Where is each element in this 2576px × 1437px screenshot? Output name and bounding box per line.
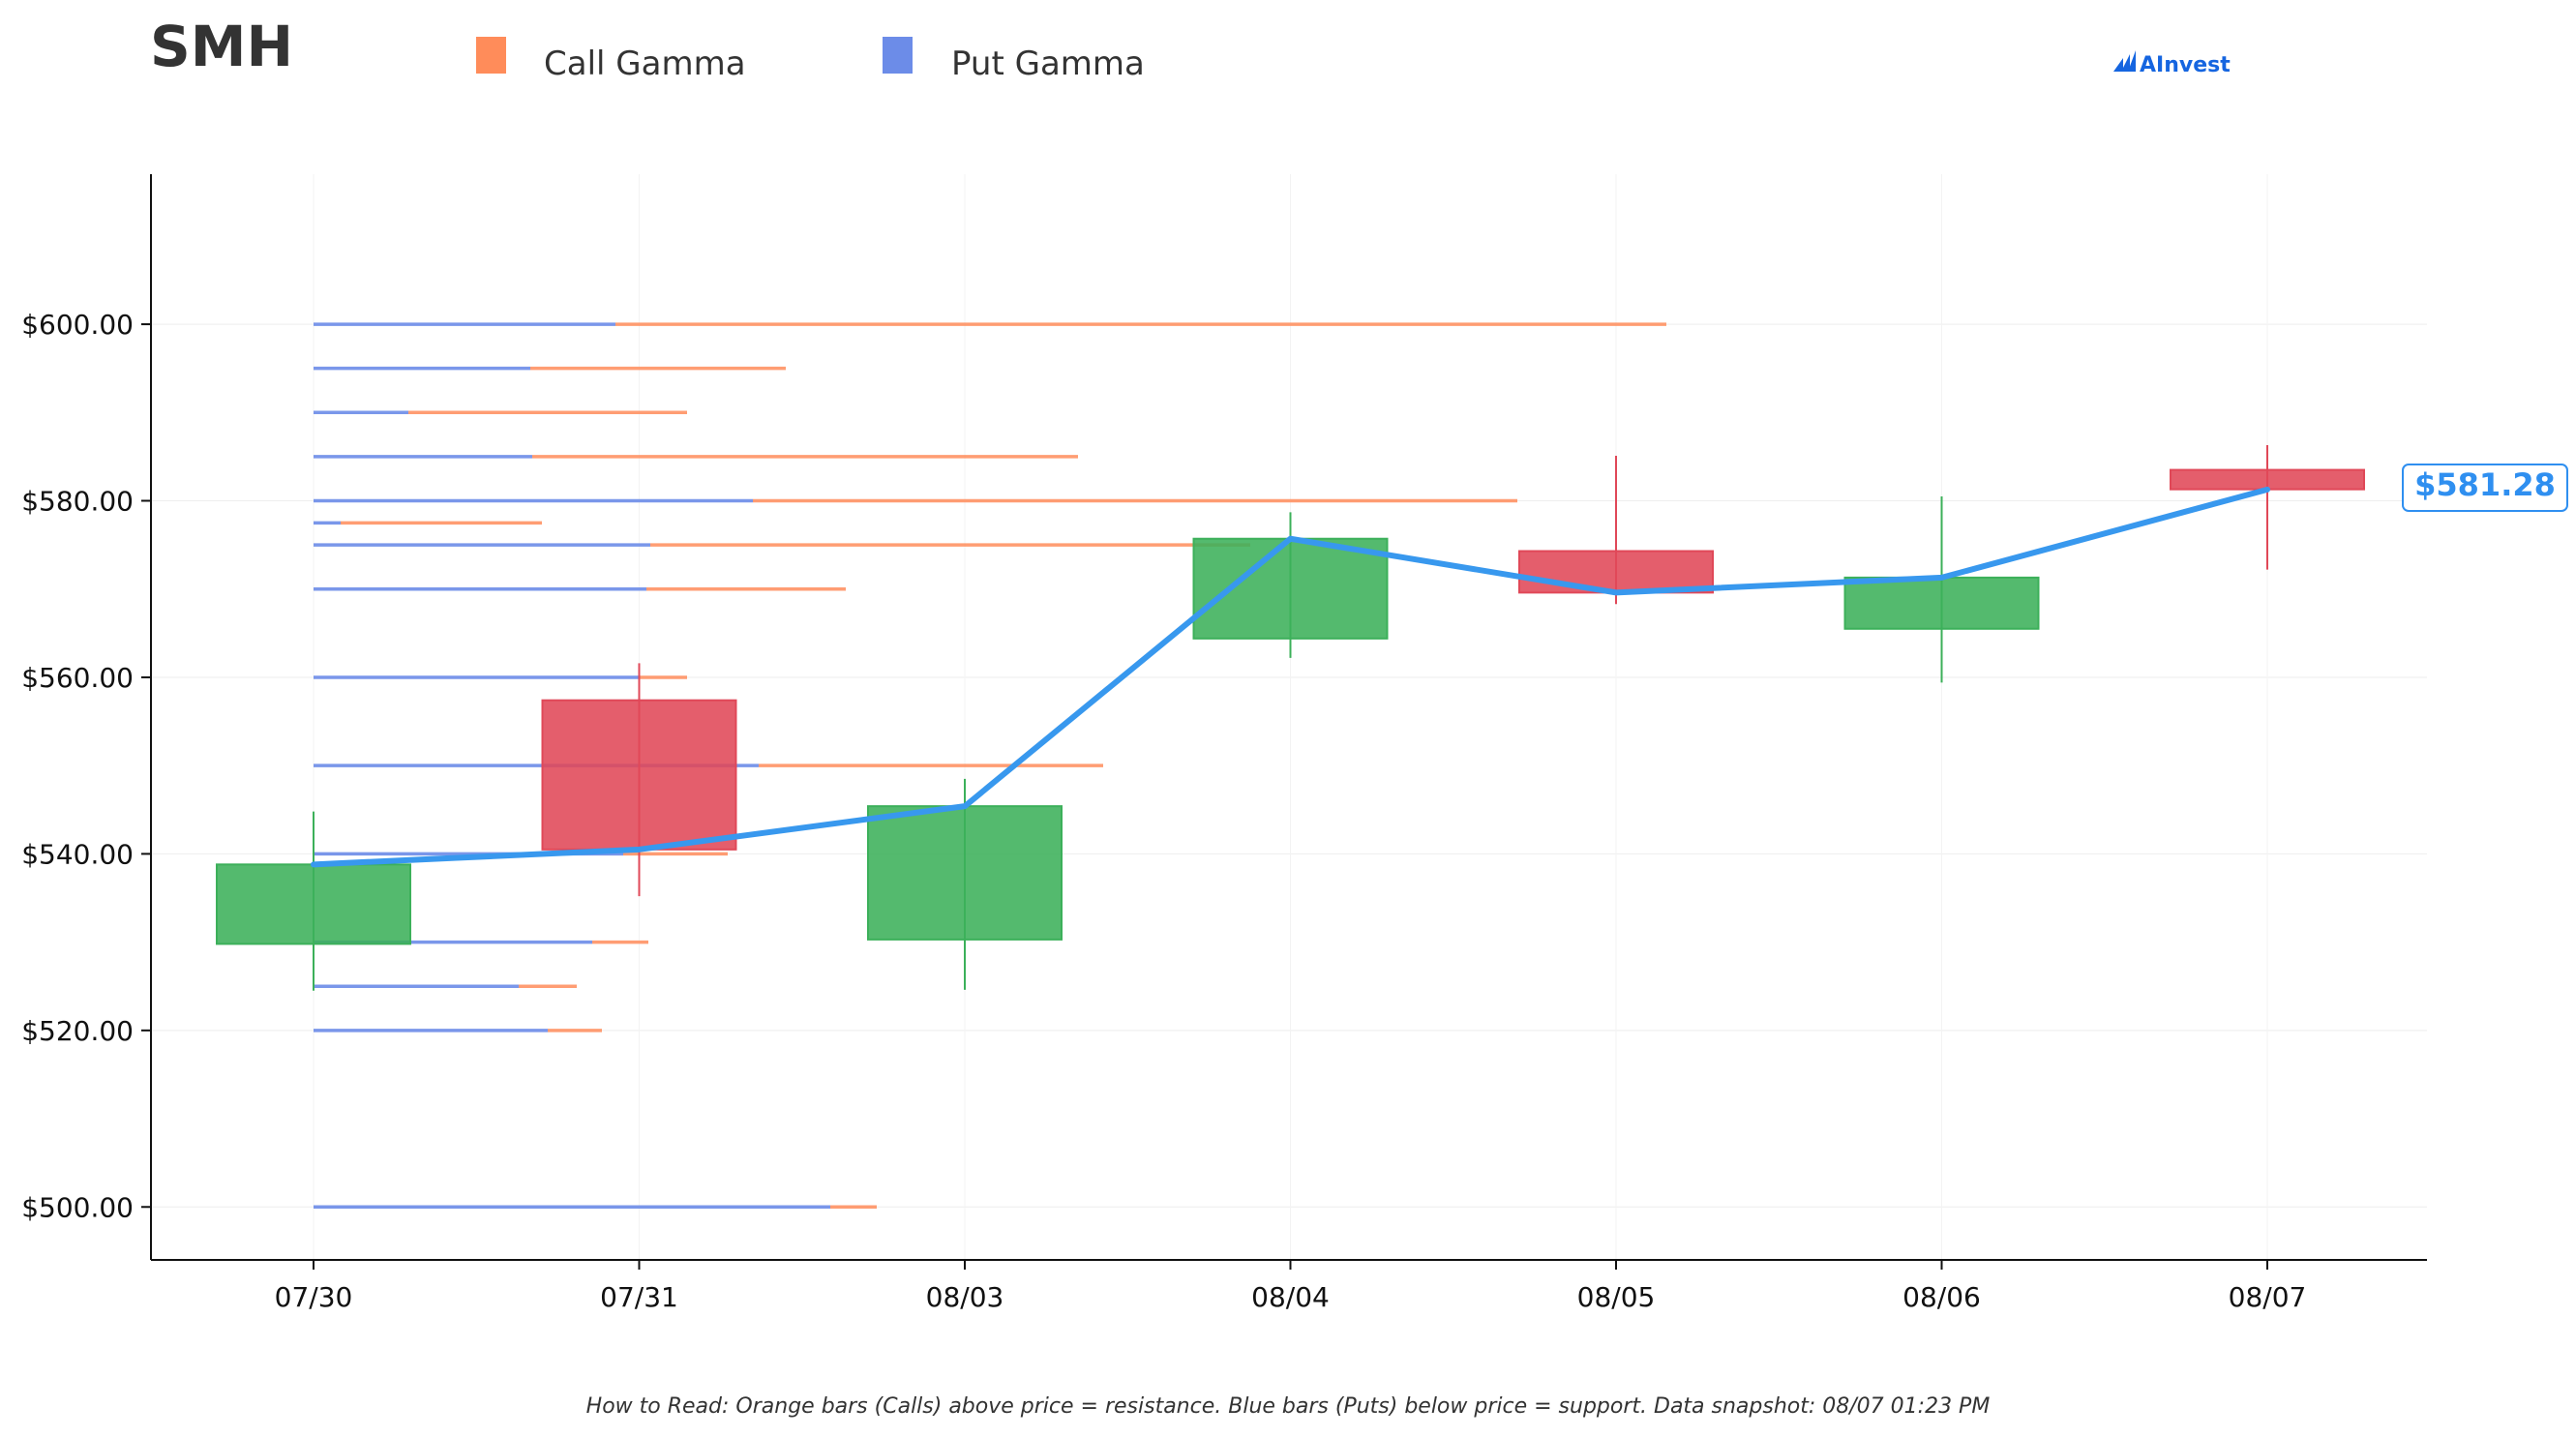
gamma-bars <box>314 322 1666 1210</box>
legend-put-label: Put Gamma <box>951 45 1145 83</box>
last-price-box <box>2402 464 2568 512</box>
y-tick-label: $600.00 <box>21 309 134 341</box>
legend-put-swatch <box>883 37 913 74</box>
y-tick-label: $560.00 <box>21 662 134 694</box>
x-tick-label: 08/03 <box>926 1281 1004 1313</box>
x-axis-ticks: 07/30 07/31 08/03 08/04 08/05 08/06 08/07 <box>275 1260 2307 1313</box>
candle-body <box>1518 550 1714 594</box>
legend-call-swatch <box>476 37 506 74</box>
last-price-label: $581.28 <box>2414 466 2556 503</box>
candle-body <box>216 863 411 945</box>
brand-logo: AInvest <box>2113 50 2231 77</box>
ticker-title: SMH <box>150 14 293 79</box>
last-price-callout: $581.28 <box>2402 464 2568 512</box>
brand-name: AInvest <box>2140 53 2231 77</box>
y-tick-label: $520.00 <box>21 1015 134 1047</box>
candle-body <box>541 699 737 851</box>
grid-lines <box>151 174 2427 1260</box>
x-tick-label: 08/07 <box>2229 1281 2307 1313</box>
y-tick-label: $540.00 <box>21 838 134 870</box>
ainvest-logo-icon <box>2113 50 2136 72</box>
x-tick-label: 08/05 <box>1577 1281 1656 1313</box>
legend-call-label: Call Gamma <box>544 45 746 83</box>
candle-body <box>1192 537 1389 640</box>
candle-body <box>867 805 1063 941</box>
price-line-group <box>311 486 2270 868</box>
y-axis-ticks: $500.00 $520.00 $540.00 $560.00 $580.00 $600.… <box>21 309 151 1223</box>
candle-body <box>1843 576 2040 630</box>
legend: Call Gamma Put Gamma <box>476 37 1145 83</box>
axes <box>150 174 2427 1261</box>
x-tick-label: 07/30 <box>275 1281 353 1313</box>
footnote: How to Read: Orange bars (Calls) above p… <box>586 1394 1991 1419</box>
x-tick-label: 07/31 <box>600 1281 678 1313</box>
candle-body <box>2170 468 2365 491</box>
price-line <box>311 486 2270 868</box>
x-tick-label: 08/06 <box>1902 1281 1981 1313</box>
x-tick-label: 08/04 <box>1251 1281 1330 1313</box>
y-tick-label: $580.00 <box>21 486 134 518</box>
y-tick-label: $500.00 <box>21 1191 134 1223</box>
